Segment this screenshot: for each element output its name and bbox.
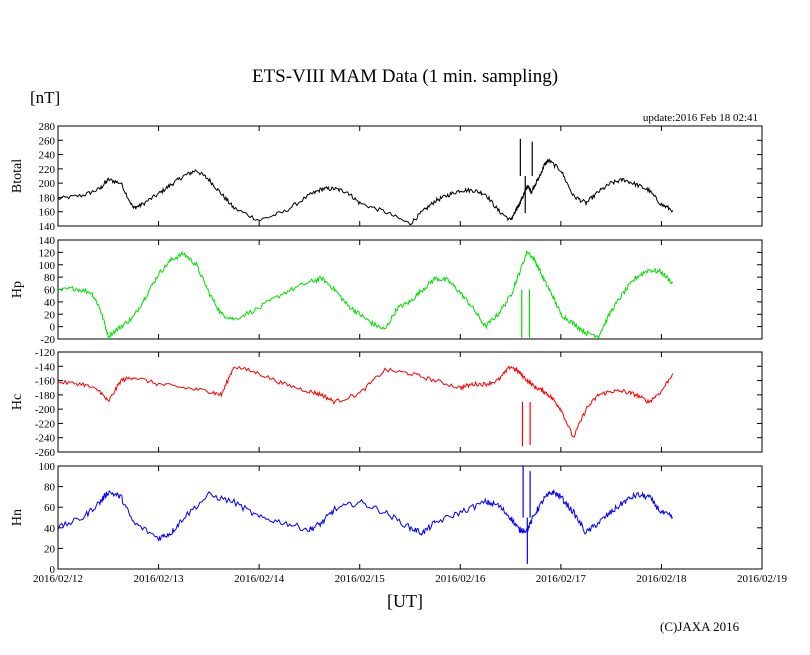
y-tick-label: 20 [44, 309, 56, 321]
panel-frame-btotal [57, 125, 763, 227]
y-tick-label: 200 [39, 178, 56, 190]
x-tick-label: 2016/02/19 [737, 573, 788, 585]
panel-label-hc: Hc [10, 394, 25, 410]
series-line-hc [57, 365, 674, 438]
x-tick-label: 2016/02/14 [234, 573, 285, 585]
y-tick-label: 80 [44, 482, 56, 494]
x-axis-label: [UT] [387, 591, 423, 611]
series-line-btotal [57, 158, 674, 226]
y-tick-label: 0 [50, 322, 56, 334]
y-tick-label: 100 [39, 461, 56, 473]
x-tick-label: 2016/02/17 [536, 573, 587, 585]
x-tick-label: 2016/02/18 [636, 573, 687, 585]
series-line-hn [57, 489, 674, 542]
y-tick-label: 260 [39, 135, 56, 147]
y-tick-label: 100 [39, 260, 56, 272]
y-tick-label: 120 [39, 247, 56, 259]
panel-label-hp: Hp [10, 281, 25, 298]
y-tick-label: -180 [35, 390, 56, 402]
y-tick-label: -160 [35, 376, 56, 388]
x-tick-label: 2016/02/16 [435, 573, 486, 585]
y-tick-label: 240 [39, 150, 56, 162]
y-tick-label: -120 [35, 347, 56, 359]
update-timestamp: update:2016 Feb 18 02:41 [642, 112, 758, 124]
unit-label: [nT] [30, 88, 61, 107]
x-tick-label: 2016/02/12 [33, 573, 83, 585]
y-tick-label: -200 [35, 404, 56, 416]
y-tick-label: -20 [40, 334, 55, 346]
y-tick-label: -240 [35, 433, 56, 445]
y-tick-label: 20 [44, 543, 56, 555]
y-tick-label: 80 [44, 272, 56, 284]
copyright-credit: (C)JAXA 2016 [660, 619, 740, 634]
panel-label-hn: Hn [10, 509, 25, 526]
panel-label-btotal: Btotal [10, 159, 25, 193]
y-tick-label: 220 [39, 164, 56, 176]
y-tick-label: -260 [35, 447, 56, 459]
chart-title: ETS-VIII MAM Data (1 min. sampling) [251, 66, 559, 87]
y-tick-label: 40 [44, 297, 56, 309]
y-tick-label: -220 [35, 418, 56, 430]
y-tick-label: 60 [44, 285, 56, 297]
x-tick-label: 2016/02/13 [134, 573, 185, 585]
y-tick-label: 160 [39, 207, 56, 219]
y-tick-label: -140 [35, 361, 56, 373]
x-tick-label: 2016/02/15 [335, 573, 386, 585]
panel-frame-hp [57, 239, 763, 340]
panel-frame-hn [57, 465, 763, 570]
y-tick-label: 140 [39, 221, 56, 233]
panel-frame-hc [57, 351, 763, 453]
y-tick-label: 60 [44, 502, 56, 514]
series-line-hp [57, 250, 674, 340]
y-tick-label: 280 [39, 121, 56, 133]
y-tick-label: 180 [39, 192, 56, 204]
y-tick-label: 0 [50, 564, 56, 576]
y-tick-label: 140 [39, 235, 56, 247]
y-tick-label: 40 [44, 523, 56, 535]
